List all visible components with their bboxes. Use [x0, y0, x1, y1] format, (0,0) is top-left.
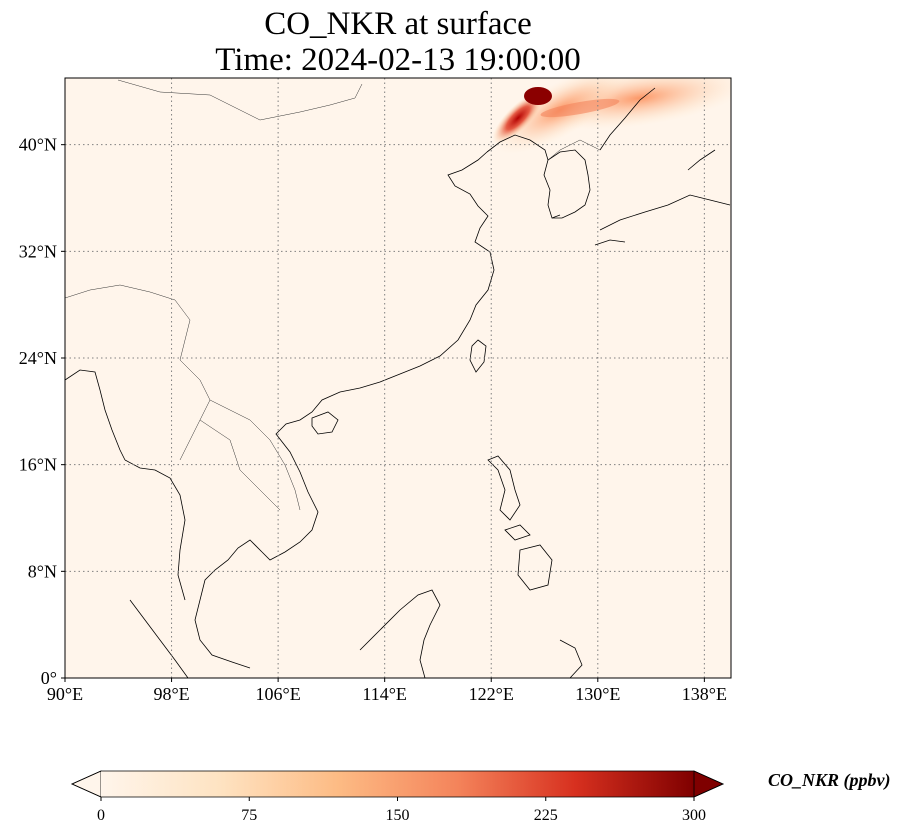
map-frame — [64, 77, 732, 679]
coastline-visayas — [504, 524, 531, 541]
x-tick-label-6: 138°E — [682, 684, 727, 704]
country-borders — [65, 79, 601, 511]
y-tick-label-3: 24°N — [19, 348, 57, 368]
y-tick-label-0: 0° — [41, 668, 57, 688]
coastline-taiwan — [469, 339, 487, 373]
colorbar-tick-label-0: 0 — [97, 807, 105, 824]
colorbar-tick-label-1: 75 — [241, 807, 257, 824]
coastline-hainan — [311, 411, 339, 435]
y-tick-label-5: 40°N — [19, 135, 57, 155]
plume-core-north — [524, 87, 552, 105]
coastline-indochina — [194, 539, 263, 669]
coastline-andaman — [124, 459, 186, 601]
border-myanmar — [179, 359, 211, 461]
colorbar-tick-label-3: 225 — [534, 807, 558, 824]
colorbar-tick-label-2: 150 — [386, 807, 410, 824]
x-tick-label-2: 106°E — [256, 684, 301, 704]
y-axis-ticks: 0° 8°N 16°N 24°N 32°N 40°N — [19, 135, 65, 688]
colorbar-extend-max — [693, 770, 724, 798]
coastline-japan — [594, 149, 731, 246]
gridlines — [65, 78, 731, 678]
y-tick-label-4: 32°N — [19, 241, 57, 261]
x-tick-label-5: 130°E — [575, 684, 620, 704]
coastline-korea — [547, 149, 591, 219]
coastline-borneo — [359, 589, 441, 678]
colorbar-gradient — [101, 771, 694, 797]
colorbar-tick-label-4: 300 — [682, 807, 706, 824]
coastline-mindanao — [517, 544, 553, 591]
concentration-field — [492, 78, 731, 154]
x-tick-label-3: 114°E — [362, 684, 407, 704]
colorbar-title: CO_NKR (ppbv) — [768, 770, 891, 790]
x-tick-label-1: 98°E — [153, 684, 189, 704]
coastline-russia — [599, 87, 656, 151]
title-line-2: Time: 2024-02-13 19:00:00 — [215, 42, 581, 78]
colorbar-extend-min — [71, 770, 102, 798]
border-laos — [209, 399, 301, 511]
coastline-sumatra — [129, 599, 189, 678]
y-tick-label-2: 16°N — [19, 455, 57, 475]
plume-core — [492, 92, 544, 144]
y-tick-label-1: 8°N — [28, 561, 57, 581]
colorbar: 0 75 150 225 300 — [71, 770, 724, 824]
plume-streak — [540, 98, 620, 118]
colorbar-ticks: 0 75 150 225 300 — [97, 797, 706, 824]
x-tick-label-0: 90°E — [47, 684, 83, 704]
coastline-mainland — [261, 151, 495, 561]
coastline-sulawesi — [559, 639, 583, 678]
coastline-bengal — [65, 369, 126, 461]
x-axis-ticks: 90°E 98°E 106°E 114°E 122°E 130°E 138°E — [47, 678, 727, 704]
coastline-luzon — [487, 455, 521, 521]
border-himalaya — [65, 284, 191, 361]
x-tick-label-4: 122°E — [469, 684, 514, 704]
border-thailand — [199, 419, 281, 511]
map-plot-area — [65, 78, 731, 678]
border-mongolia — [117, 79, 363, 121]
title-line-1: CO_NKR at surface — [264, 6, 532, 42]
map-title: CO_NKR at surface Time: 2024-02-13 19:00… — [0, 6, 796, 78]
